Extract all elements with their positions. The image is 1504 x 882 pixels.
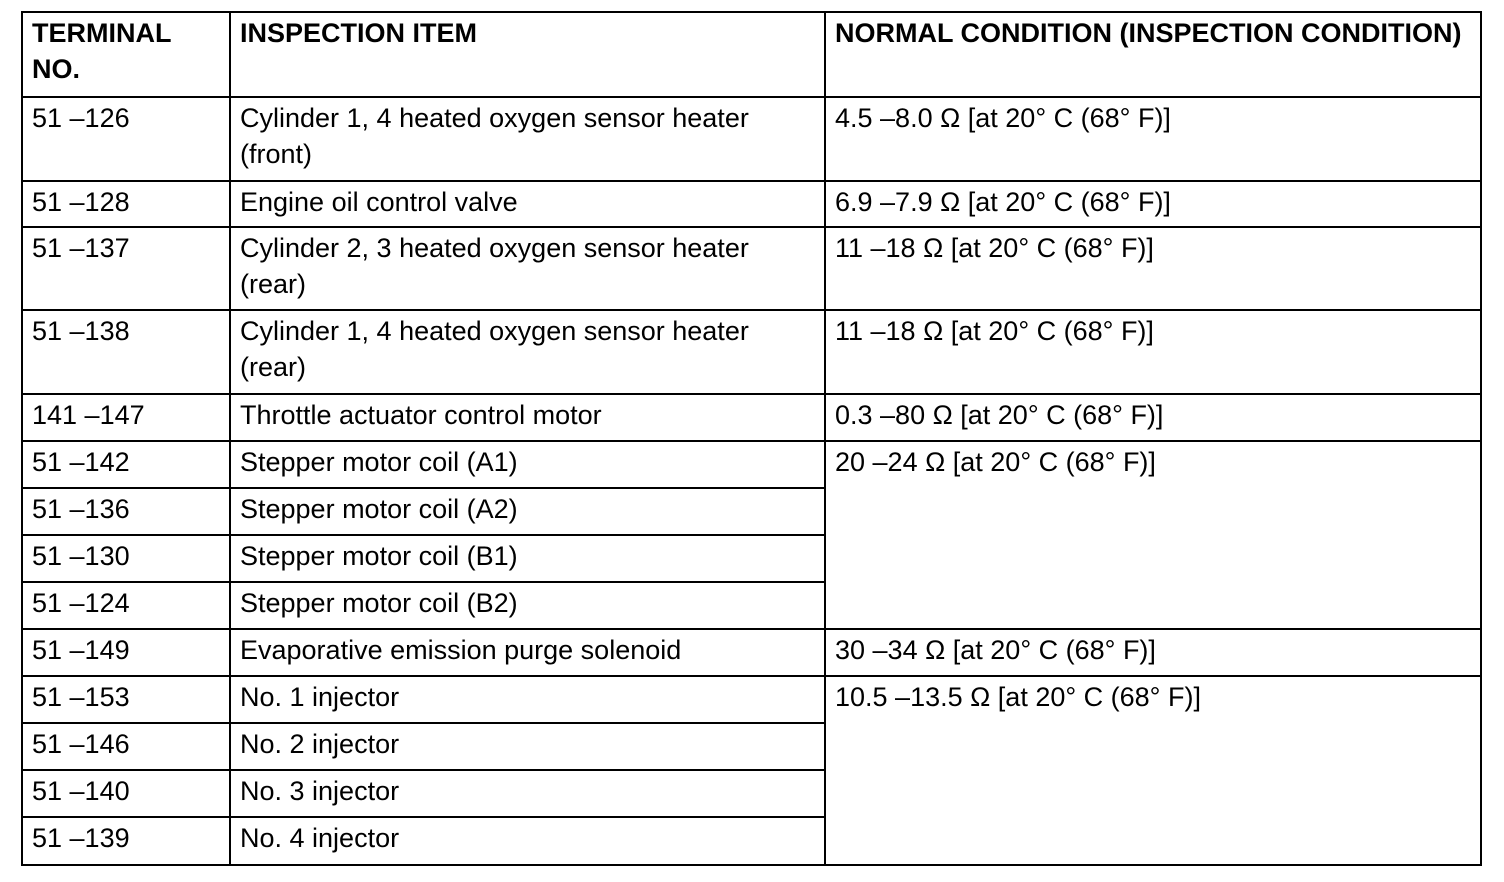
header-item: INSPECTION ITEM [229, 11, 826, 98]
terminal-cell: 51 –126 [21, 96, 231, 182]
header-condition: NORMAL CONDITION (INSPECTION CONDITION) [824, 11, 1482, 98]
inspection-item-cell: No. 3 injector [229, 769, 826, 818]
terminal-cell: 51 –136 [21, 487, 231, 536]
table-row: 51 –142 Stepper motor coil (A1) 20 –24 Ω [… [21, 440, 1482, 630]
table-row: 51 –128 Engine oil control valve 6.9 –7.9 … [21, 180, 1482, 228]
inspection-item-cell: Stepper motor coil (A1) [229, 440, 826, 489]
inspection-item-cell: No. 2 injector [229, 722, 826, 771]
inspection-item-cell: No. 4 injector [229, 816, 826, 866]
terminal-cell: 51 –138 [21, 309, 231, 395]
normal-condition-cell: 4.5 –8.0 Ω [at 20° C (68° F)] [824, 96, 1482, 182]
inspection-item-cell: Throttle actuator control motor [229, 393, 826, 442]
normal-condition-cell: 20 –24 Ω [at 20° C (68° F)] [824, 440, 1482, 630]
inspection-item-cell: Engine oil control valve [229, 180, 826, 228]
normal-condition-cell: 10.5 –13.5 Ω [at 20° C (68° F)] [824, 675, 1482, 866]
inspection-item-cell: Cylinder 2, 3 heated oxygen sensor heate… [229, 226, 826, 311]
table-row: 51 –146 No. 2 injector [21, 722, 1481, 771]
table-row: 51 –124 Stepper motor coil (B2) [21, 581, 1481, 630]
inspection-item-cell: Cylinder 1, 4 heated oxygen sensor heate… [229, 96, 826, 182]
table-row: 51 –136 Stepper motor coil (A2) [21, 487, 1481, 536]
normal-condition-cell: 11 –18 Ω [at 20° C (68° F)] [824, 226, 1482, 311]
table-row: 51 –140 No. 3 injector [21, 769, 1481, 818]
header-terminal: TERMINAL NO. [21, 11, 231, 98]
terminal-cell: 51 –149 [21, 628, 231, 677]
table-row: 51 –149 Evaporative emission purge soleno… [21, 628, 1482, 677]
normal-condition-cell: 0.3 –80 Ω [at 20° C (68° F)] [824, 393, 1482, 442]
terminal-cell: 51 –153 [21, 675, 231, 724]
inspection-item-cell: Stepper motor coil (B2) [229, 581, 826, 630]
inspection-item-cell: Evaporative emission purge solenoid [229, 628, 826, 677]
inspection-item-cell: Stepper motor coil (B1) [229, 534, 826, 583]
terminal-cell: 51 –140 [21, 769, 231, 818]
terminal-cell: 51 –146 [21, 722, 231, 771]
normal-condition-cell: 11 –18 Ω [at 20° C (68° F)] [824, 309, 1482, 395]
table-row: 51 –138 Cylinder 1, 4 heated oxygen senso… [21, 309, 1482, 395]
terminal-cell: 51 –128 [21, 180, 231, 228]
table-row: 51 –139 No. 4 injector [21, 816, 1481, 866]
normal-condition-cell: 30 –34 Ω [at 20° C (68° F)] [824, 628, 1482, 677]
inspection-item-cell: No. 1 injector [229, 675, 826, 724]
table-row: 141 –147 Throttle actuator control motor 0… [21, 393, 1482, 442]
table-row: 51 –153 No. 1 injector 10.5 –13.5 Ω [at 20… [21, 675, 1482, 866]
table-row: 51 –130 Stepper motor coil (B1) [21, 534, 1481, 583]
terminal-cell: 51 –130 [21, 534, 231, 583]
inspection-item-cell: Cylinder 1, 4 heated oxygen sensor heate… [229, 309, 826, 395]
normal-condition-cell: 6.9 –7.9 Ω [at 20° C (68° F)] [824, 180, 1482, 228]
inspection-table: TERMINAL NO. INSPECTION ITEM NORMAL COND… [21, 11, 1482, 866]
terminal-cell: 51 –124 [21, 581, 231, 630]
table-row: 51 –137 Cylinder 2, 3 heated oxygen senso… [21, 226, 1482, 311]
header-row: TERMINAL NO. INSPECTION ITEM NORMAL COND… [21, 11, 1482, 98]
terminal-cell: 141 –147 [21, 393, 231, 442]
inspection-item-cell: Stepper motor coil (A2) [229, 487, 826, 536]
terminal-cell: 51 –142 [21, 440, 231, 489]
terminal-cell: 51 –137 [21, 226, 231, 311]
table-row: 51 –126 Cylinder 1, 4 heated oxygen senso… [21, 96, 1482, 182]
terminal-cell: 51 –139 [21, 816, 231, 866]
